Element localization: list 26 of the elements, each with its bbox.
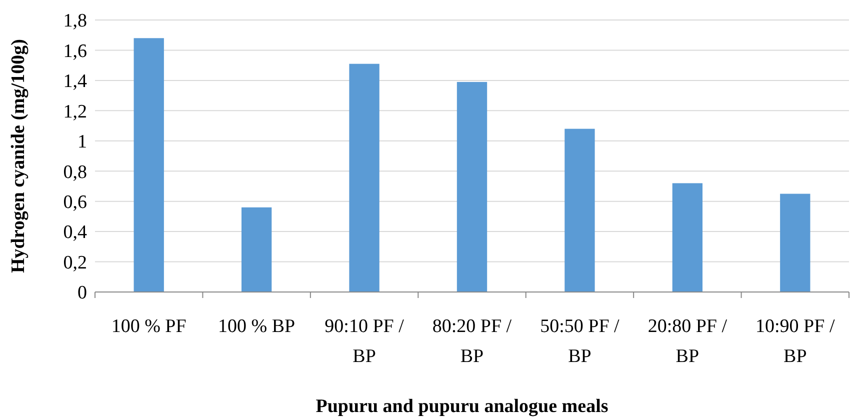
bar xyxy=(134,38,164,292)
y-axis-title: Hydrogen cyanide (mg/100g) xyxy=(8,39,29,273)
bar xyxy=(672,183,703,292)
x-tick-label: 20:80 PF / BP xyxy=(648,316,728,367)
x-tick-label: 10:90 PF / BP xyxy=(756,316,836,367)
y-tick-label: 0 xyxy=(78,282,87,304)
x-tick-label: 100 % BP xyxy=(218,316,296,337)
x-tick-label: 90:10 PF / BP xyxy=(324,316,405,367)
y-tick-label: 1,4 xyxy=(63,71,88,92)
bar xyxy=(349,64,380,292)
x-tick-label: 100 % PF xyxy=(111,316,186,337)
y-tick-label: 0,4 xyxy=(63,222,88,244)
y-tick-label: 1 xyxy=(78,132,87,153)
y-tick-label: 0,6 xyxy=(63,192,87,213)
x-axis-title: Pupuru and pupuru analogue meals xyxy=(316,396,608,417)
x-tick-label: 80:20 PF / BP xyxy=(432,316,512,367)
bar xyxy=(241,207,272,292)
bar xyxy=(456,82,488,292)
y-tick-label: 1,8 xyxy=(63,10,87,32)
x-tick-label: 50:50 PF / BP xyxy=(540,316,620,367)
y-tick-label: 1,6 xyxy=(63,40,87,62)
y-tick-label: 1,2 xyxy=(63,101,87,122)
bar xyxy=(780,194,810,292)
y-tick-label: 0,2 xyxy=(63,252,87,274)
bar xyxy=(564,128,595,292)
y-tick-label: 0,8 xyxy=(63,162,87,183)
